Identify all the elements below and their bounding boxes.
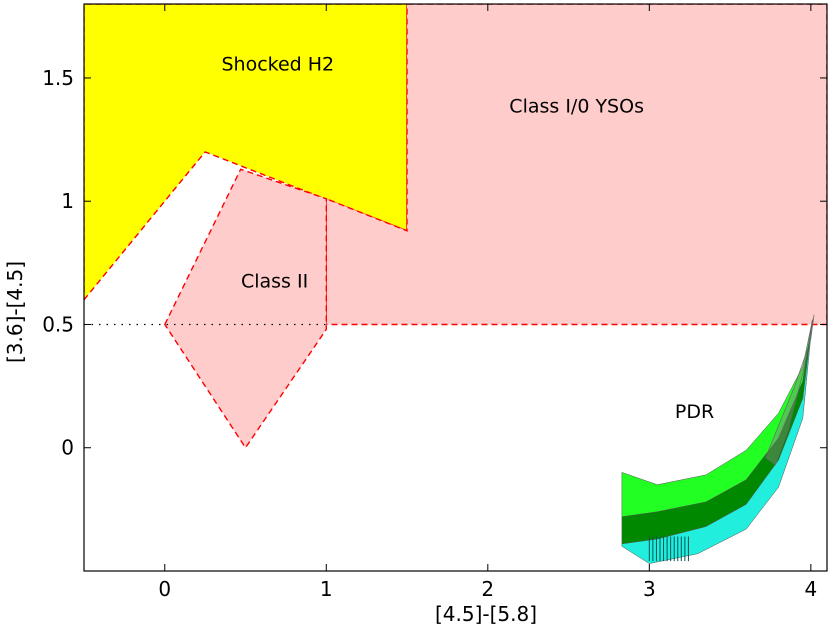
pdr-overlay-lobe	[765, 314, 815, 466]
pdr-band-cyan	[621, 319, 813, 564]
regions-layer	[84, 4, 827, 449]
x-tick-label: 0	[158, 577, 171, 601]
pdr-layer	[621, 314, 815, 564]
region-label-class-i-0-ysos: Class I/0 YSOs	[509, 95, 644, 117]
x-axis-label: [4.5]-[5.8]	[435, 602, 537, 626]
x-tick-label: 4	[804, 577, 817, 601]
region-label-class-ii: Class II	[241, 271, 308, 293]
y-tick-label: 0	[61, 436, 74, 460]
y-tick-label: 0.5	[42, 312, 74, 336]
plot-frame	[83, 3, 828, 572]
region-label-pdr: PDR	[675, 401, 714, 423]
x-tick-label: 2	[481, 577, 494, 601]
y-tick-label: 1.5	[42, 66, 74, 90]
region-class-ii	[163, 168, 327, 449]
y-axis-label: [3.6]-[4.5]	[3, 261, 27, 363]
region-label-shocked-h2: Shocked H2	[221, 54, 334, 76]
ticks-layer: 0 1 2 3 4 0 0.5 1 1.5	[42, 4, 827, 601]
y-tick-label: 1	[61, 189, 74, 213]
labels-layer: Shocked H2 Class I/0 YSOs Class II PDR	[221, 54, 714, 424]
x-tick-label: 1	[320, 577, 333, 601]
x-tick-label: 3	[643, 577, 656, 601]
